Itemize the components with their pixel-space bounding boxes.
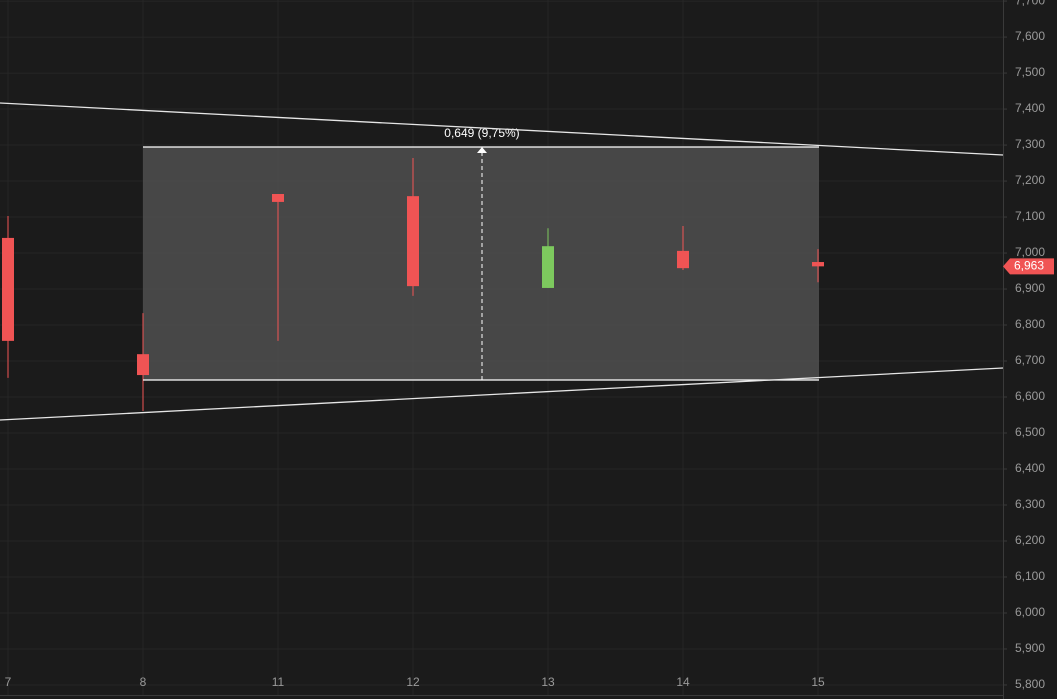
x-tick-label: 14	[676, 675, 690, 689]
candle-body	[677, 250, 689, 269]
y-tick-label: 6,800	[1015, 317, 1045, 331]
y-tick-label: 7,300	[1015, 137, 1045, 151]
measure-box	[143, 147, 819, 380]
trend-line-lower	[0, 367, 1004, 421]
y-tick-label: 7,500	[1015, 65, 1045, 79]
axes: 7,700 7,600 7,500 7,400 7,300 7,200 7,100 7,000…	[5, 0, 1054, 691]
x-tick-label: 11	[272, 675, 285, 689]
candle-body	[407, 196, 419, 287]
measure-label: 0,649 (9,75%)	[444, 126, 519, 140]
y-tick-label: 6,700	[1015, 353, 1045, 367]
last-price-label: 6,963	[1014, 259, 1044, 273]
y-tick-label: 7,200	[1015, 173, 1045, 187]
last-price-tag	[1003, 258, 1054, 275]
x-tick-label: 13	[541, 675, 555, 689]
candle-body	[137, 354, 149, 376]
y-tick-label: 6,000	[1015, 605, 1045, 619]
y-tick-label: 6,500	[1015, 425, 1045, 439]
y-tick-label: 5,800	[1015, 677, 1045, 691]
y-tick-label: 7,100	[1015, 209, 1045, 223]
y-tick-label: 6,600	[1015, 389, 1045, 403]
x-tick-label: 15	[811, 675, 825, 689]
x-tick-label: 7	[5, 675, 12, 689]
y-tick-label: 6,100	[1015, 569, 1045, 583]
y-tick-label: 6,900	[1015, 281, 1045, 295]
candle-body	[2, 237, 14, 341]
candles	[2, 158, 824, 412]
trend-line-upper	[0, 102, 1004, 156]
candle-body	[272, 194, 284, 202]
y-tick-label: 5,900	[1015, 641, 1045, 655]
y-tick-label: 6,400	[1015, 461, 1045, 475]
y-tick-label: 7,600	[1015, 29, 1045, 43]
x-tick-label: 12	[406, 675, 420, 689]
y-tick-label: 7,700	[1015, 0, 1045, 7]
candle-body	[812, 262, 824, 267]
candle-body	[542, 246, 554, 288]
x-tick-label: 8	[140, 675, 147, 689]
y-tick-label: 7,000	[1015, 245, 1045, 259]
y-tick-label: 6,200	[1015, 533, 1045, 547]
y-tick-label: 7,400	[1015, 101, 1045, 115]
y-tick-label: 6,300	[1015, 497, 1045, 511]
measure-arrow-head	[477, 147, 487, 153]
